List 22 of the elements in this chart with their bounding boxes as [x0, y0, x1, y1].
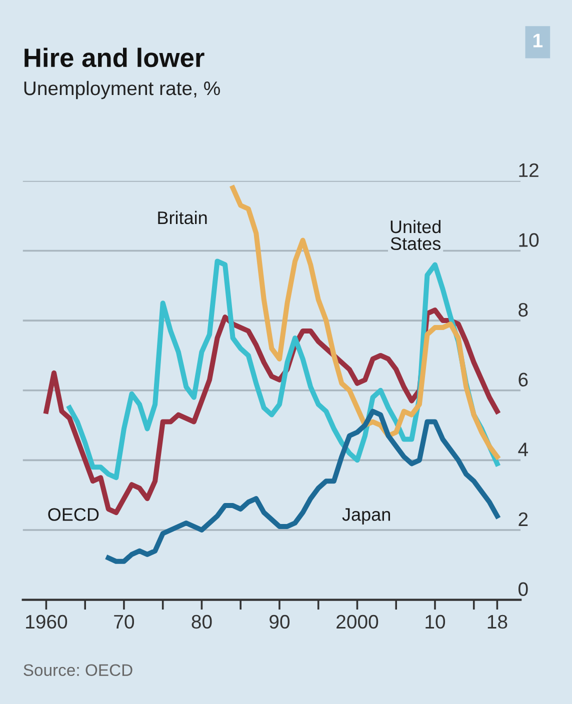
y-tick-label: 4	[518, 442, 528, 456]
series-label: OECD	[48, 508, 99, 521]
y-tick-label: 2	[518, 512, 528, 526]
x-tick-label: 70	[114, 614, 134, 629]
x-tick-label: 1960	[26, 614, 68, 629]
x-tick-label: 2000	[336, 614, 378, 629]
series-label: United States	[390, 220, 440, 250]
x-tick-label: 90	[270, 614, 290, 629]
x-tick-label: 80	[192, 614, 212, 629]
series-label: Britain	[158, 210, 207, 224]
x-tick-label: 18	[488, 614, 508, 629]
series-label: Japan	[342, 508, 390, 524]
chart-subtitle: Unemployment rate, %	[24, 80, 220, 100]
y-tick-label: 6	[518, 372, 528, 387]
y-tick-label: 10	[519, 233, 539, 247]
y-tick-label: 12	[519, 163, 538, 177]
chart-title: Hire and lower	[24, 48, 204, 68]
y-tick-label: 8	[518, 302, 528, 317]
y-tick-label: 0	[518, 582, 528, 596]
source-note: Source: OECD	[24, 664, 132, 676]
x-tick-label: 10	[426, 614, 446, 629]
text: 1	[534, 34, 543, 48]
